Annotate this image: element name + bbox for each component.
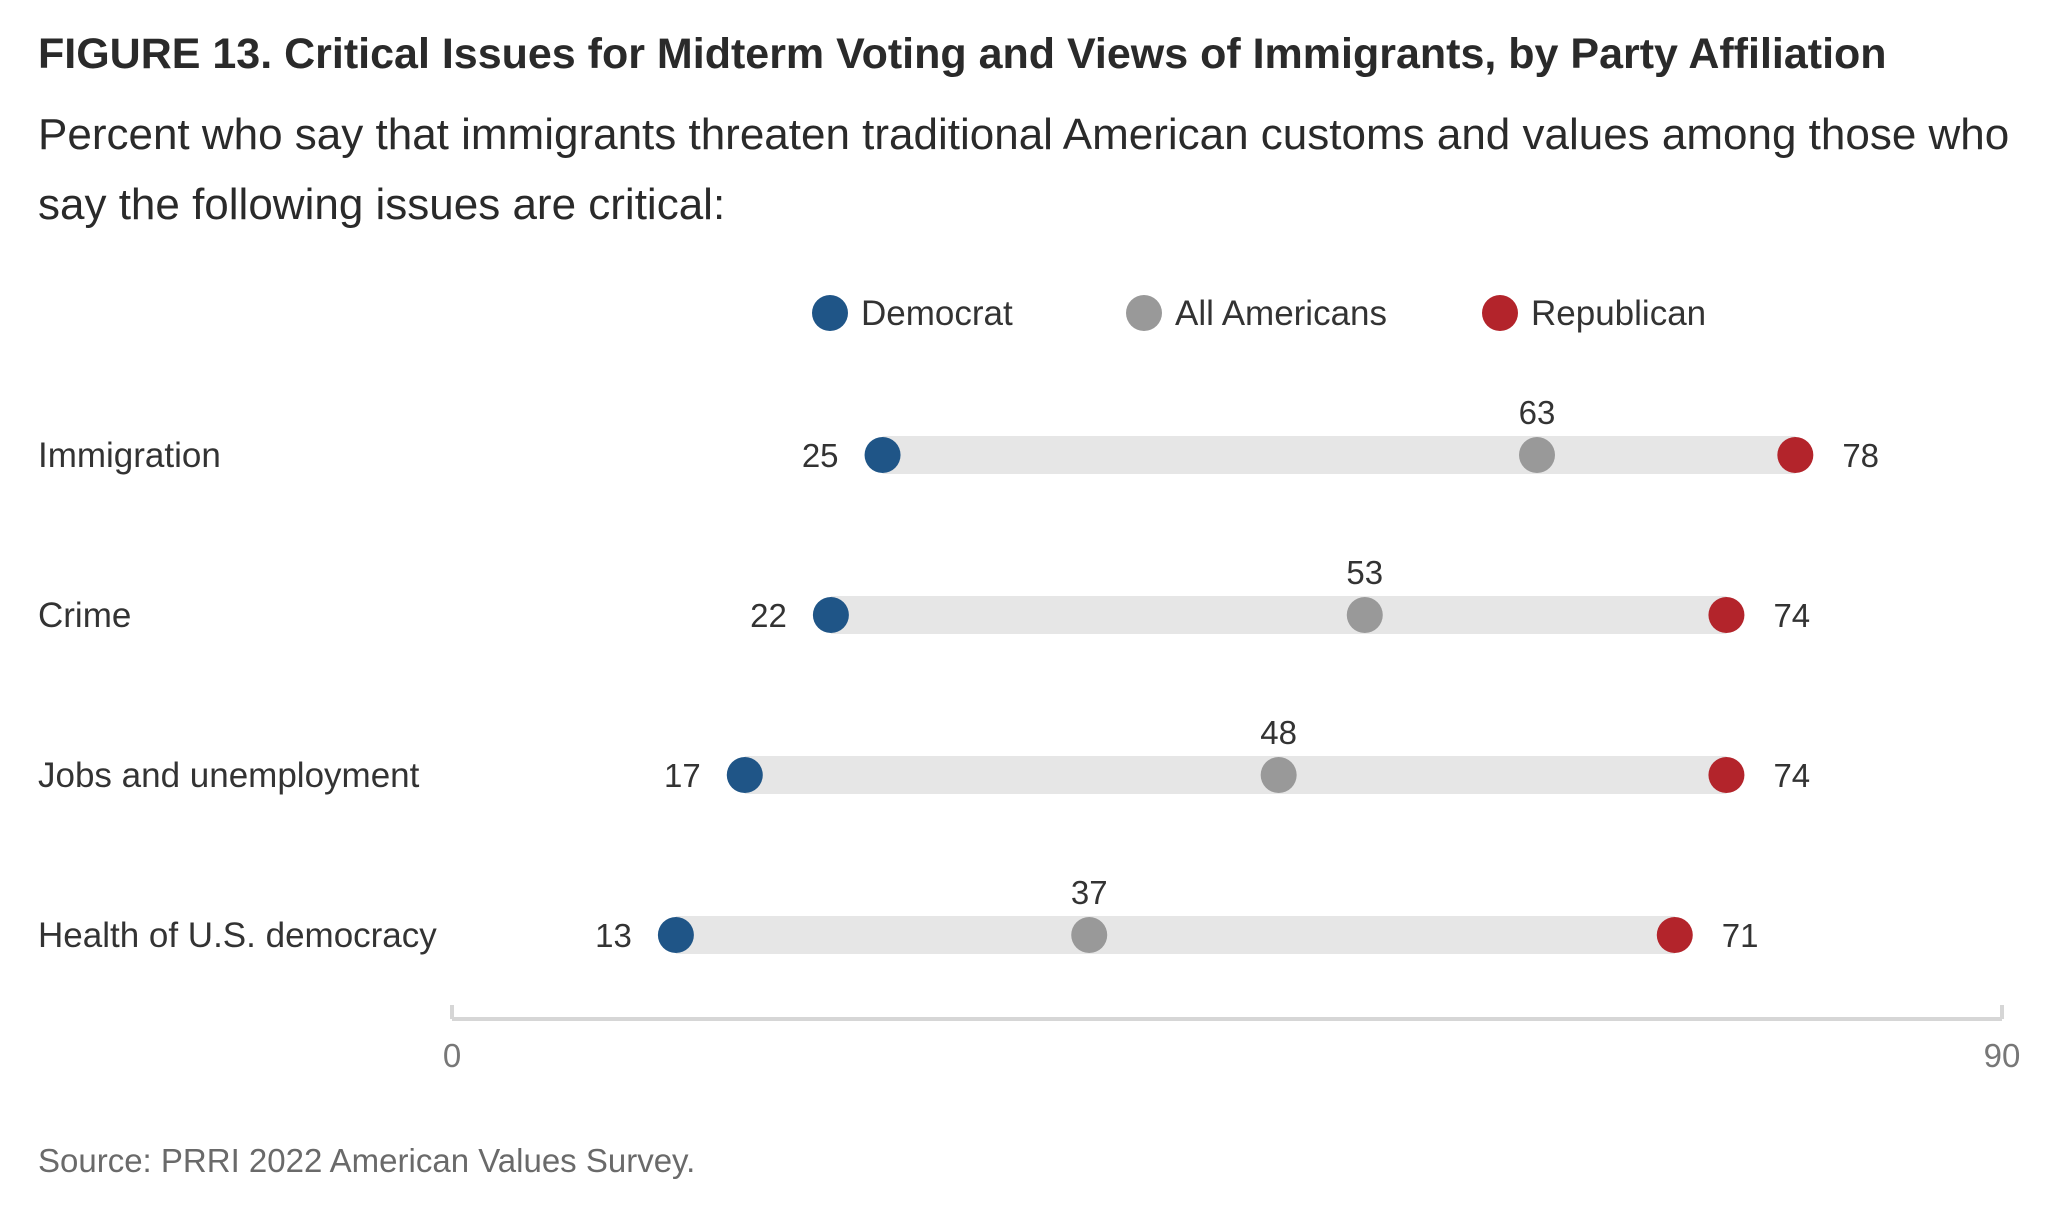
democrat-value-label: 17: [664, 757, 701, 794]
category-label: Crime: [38, 596, 131, 635]
democrat-value-label: 22: [750, 597, 787, 634]
x-tick-label: 90: [1984, 1037, 2021, 1074]
legend-marker-0: [812, 295, 848, 331]
category-label: Health of U.S. democracy: [38, 916, 437, 955]
democrat-point: [864, 437, 901, 473]
category-label: Jobs and unemployment: [38, 756, 420, 795]
all-americans-point: [1071, 917, 1108, 953]
democrat-point: [657, 917, 694, 953]
chart-subtitle: Percent who say that immigrants threaten…: [38, 110, 2010, 229]
all-americans-point: [1519, 437, 1555, 473]
democrat-point: [726, 757, 763, 793]
republican-value-label: 74: [1773, 757, 1810, 794]
chart-title: FIGURE 13. Critical Issues for Midterm V…: [38, 30, 1887, 78]
all-americans-value-label: 53: [1346, 554, 1383, 591]
democrat-value-label: 13: [595, 917, 632, 954]
x-tick-label: 0: [443, 1037, 461, 1074]
range-track: [830, 596, 1727, 634]
republican-point: [1708, 597, 1745, 633]
all-americans-point: [1260, 757, 1297, 793]
category-label: Immigration: [38, 436, 221, 475]
republican-value-label: 74: [1773, 597, 1810, 634]
range-track: [675, 916, 1675, 954]
all-americans-point: [1346, 597, 1383, 633]
range-track: [744, 756, 1727, 794]
range-track: [882, 436, 1796, 474]
all-americans-value-label: 63: [1519, 394, 1556, 431]
legend-label-0: Democrat: [861, 294, 1013, 333]
democrat-point: [812, 597, 849, 633]
legend-label-2: Republican: [1531, 294, 1706, 333]
democrat-value-label: 25: [802, 437, 839, 474]
republican-point: [1777, 437, 1814, 473]
republican-point: [1656, 917, 1693, 953]
all-americans-value-label: 37: [1071, 874, 1108, 911]
legend-marker-1: [1126, 295, 1162, 331]
republican-value-label: 71: [1722, 917, 1759, 954]
republican-point: [1708, 757, 1745, 793]
legend-marker-2: [1482, 295, 1518, 331]
legend-label-1: All Americans: [1175, 294, 1387, 333]
source-note: Source: PRRI 2022 American Values Survey…: [38, 1142, 696, 1179]
all-americans-value-label: 48: [1260, 714, 1297, 751]
republican-value-label: 78: [1842, 437, 1879, 474]
